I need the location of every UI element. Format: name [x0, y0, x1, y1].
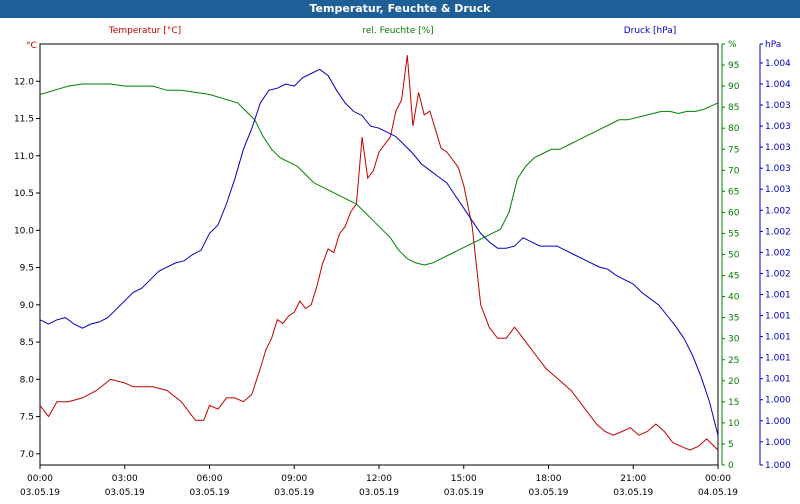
x-tick-label-date: 03.05.19 — [274, 488, 314, 498]
chart-svg: 00:00 03.05.19 03:00 03.05.19 06:00 03.05.19 0… — [14, 26, 791, 498]
temperature-axis-unit: °C — [26, 41, 37, 51]
humidity-axis-tick-label: 30 — [728, 335, 740, 345]
pressure-axis-tick-label: 1.000 — [765, 417, 791, 427]
pressure-axis-tick-label: 1.000 — [765, 396, 791, 406]
humidity-axis-tick-label: 0 — [728, 461, 734, 471]
y-left-tick-label: 8.0 — [20, 375, 35, 385]
x-tick-label-time: 00:00 — [705, 474, 731, 484]
humidity-axis-tick-label: 45 — [728, 272, 739, 282]
humidity-axis-tick-label: 5 — [728, 440, 734, 450]
temperature-legend: Temperatur [°C] — [108, 26, 181, 36]
y-left-tick-label: 7.5 — [20, 413, 34, 423]
pressure-axis-tick-label: 1.001 — [765, 354, 791, 364]
humidity-axis-tick-label: 90 — [728, 82, 740, 92]
y-left-tick-label: 11.0 — [14, 152, 34, 162]
x-tick-label-date: 03.05.19 — [359, 488, 399, 498]
y-left-tick-label: 8.5 — [20, 338, 34, 348]
pressure-axis-tick-label: 1.002 — [765, 206, 791, 216]
pressure-axis-tick-label: 1.000 — [765, 438, 791, 448]
temperature-line — [39, 55, 719, 451]
pressure-axis-tick-label: 1.002 — [765, 227, 791, 237]
humidity-axis-tick-label: 80 — [728, 124, 740, 134]
humidity-axis-tick-label: % — [728, 40, 737, 50]
humidity-axis-tick-label: 75 — [728, 145, 739, 155]
pressure-axis-tick-label: 1.003 — [765, 185, 791, 195]
x-tick-label-time: 21:00 — [620, 474, 646, 484]
pressure-line — [39, 68, 719, 436]
humidity-axis-tick-label: 10 — [728, 419, 740, 429]
pressure-axis-tick-label: 1.002 — [765, 269, 791, 279]
pressure-axis-tick-label: 1.003 — [765, 164, 791, 174]
pressure-axis-tick-label: 1.000 — [765, 461, 791, 471]
pressure-axis-tick-label: 1.001 — [765, 290, 791, 300]
y-left-tick-label: 10.0 — [14, 226, 34, 236]
chart-title: Temperatur, Feuchte & Druck — [0, 0, 800, 18]
humidity-axis-tick-label: 20 — [728, 377, 740, 387]
y-left-tick-label: 10.5 — [14, 189, 34, 199]
pressure-axis-tick-label: 1.004 — [765, 80, 791, 90]
pressure-axis-tick-label: 1.003 — [765, 143, 791, 153]
x-tick-label-time: 06:00 — [197, 474, 223, 484]
pressure-axis-tick-label: 1.003 — [765, 122, 791, 132]
x-tick-label-date: 03.05.19 — [20, 488, 60, 498]
humidity-axis-tick-label: 50 — [728, 251, 740, 261]
y-left-tick-label: 12.0 — [14, 77, 34, 87]
pressure-axis-tick-label: 1.001 — [765, 333, 791, 343]
plot-frame — [39, 43, 719, 466]
pressure-legend: Druck [hPa] — [624, 26, 677, 36]
x-tick-label-time: 12:00 — [366, 474, 392, 484]
humidity-axis-tick-label: 85 — [728, 103, 739, 113]
humidity-legend: rel. Feuchte [%] — [362, 26, 433, 36]
y-left-tick-label: 11.5 — [14, 115, 34, 125]
x-tick-label-date: 03.05.19 — [444, 488, 484, 498]
x-tick-label-time: 18:00 — [536, 474, 562, 484]
chart-area: 00:00 03.05.19 03:00 03.05.19 06:00 03.05.19 0… — [0, 18, 800, 500]
pressure-axis-tick-label: 1.003 — [765, 101, 791, 111]
x-tick-label-date: 03.05.19 — [105, 488, 145, 498]
x-tick-label-date: 03.05.19 — [613, 488, 653, 498]
y-left-tick-label: 9.0 — [20, 301, 35, 311]
humidity-axis-tick-label: 15 — [728, 398, 739, 408]
humidity-axis-tick-label: 25 — [728, 356, 739, 366]
y-left-tick-label: 7.0 — [20, 450, 35, 460]
pressure-axis-tick-label: 1.001 — [765, 375, 791, 385]
humidity-axis-tick-label: 35 — [728, 314, 739, 324]
x-tick-label-date: 03.05.19 — [189, 488, 229, 498]
labels-layer: °C Temperatur [°C] rel. Feuchte [%] Druc… — [26, 26, 676, 51]
pressure-axis-tick-label: 1.001 — [765, 312, 791, 322]
x-tick-label-time: 03:00 — [112, 474, 138, 484]
humidity-axis-tick-label: 40 — [728, 293, 740, 303]
series-layer — [39, 55, 719, 451]
humidity-axis-tick-label: 55 — [728, 229, 739, 239]
humidity-axis-tick-label: 70 — [728, 166, 740, 176]
pressure-axis-tick-label: 1.002 — [765, 248, 791, 258]
x-tick-label-date: 03.05.19 — [528, 488, 568, 498]
pressure-axis-tick-label: 1.004 — [765, 59, 791, 69]
humidity-axis-tick-label: 65 — [728, 187, 739, 197]
pressure-axis-tick-label: hPa — [765, 40, 781, 50]
humidity-line — [39, 83, 719, 266]
axes: 00:00 03.05.19 03:00 03.05.19 06:00 03.05.19 0… — [14, 40, 791, 498]
x-tick-label-time: 15:00 — [451, 474, 477, 484]
x-tick-label-date: 04.05.19 — [698, 488, 738, 498]
x-tick-label-time: 09:00 — [281, 474, 307, 484]
x-tick-label-time: 00:00 — [27, 474, 53, 484]
humidity-axis-tick-label: 60 — [728, 208, 740, 218]
y-left-tick-label: 9.5 — [20, 264, 34, 274]
humidity-axis-tick-label: 95 — [728, 61, 739, 71]
